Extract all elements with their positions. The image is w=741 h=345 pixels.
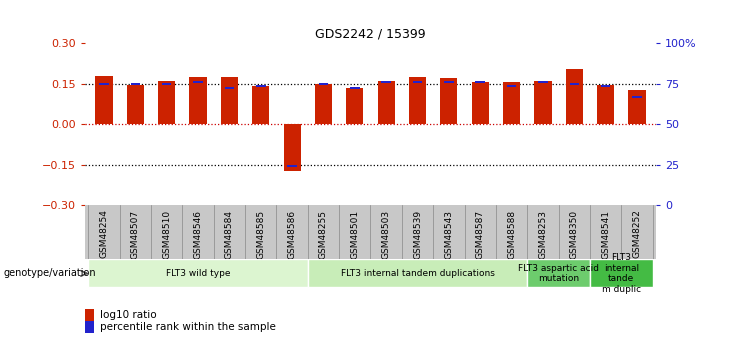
Bar xyxy=(413,81,422,83)
Bar xyxy=(130,83,140,85)
Bar xyxy=(476,81,485,83)
Text: GSM48255: GSM48255 xyxy=(319,209,328,258)
Text: GSM48588: GSM48588 xyxy=(507,209,516,259)
Text: GSM48546: GSM48546 xyxy=(193,209,202,258)
Text: GSM48585: GSM48585 xyxy=(256,209,265,259)
Bar xyxy=(190,77,207,124)
Text: GSM48543: GSM48543 xyxy=(445,209,453,258)
Bar xyxy=(350,87,359,89)
Text: GSM48587: GSM48587 xyxy=(476,209,485,259)
Bar xyxy=(162,83,171,85)
Bar xyxy=(284,124,301,171)
Bar xyxy=(225,87,234,89)
Text: GSM48507: GSM48507 xyxy=(131,209,140,259)
Bar xyxy=(308,259,528,287)
Text: GSM48584: GSM48584 xyxy=(225,209,234,258)
Text: FLT3 aspartic acid
mutation: FLT3 aspartic acid mutation xyxy=(518,264,599,283)
Bar xyxy=(127,85,144,124)
Bar xyxy=(409,77,426,124)
Bar xyxy=(288,165,297,167)
Bar xyxy=(382,81,391,83)
Text: GSM48252: GSM48252 xyxy=(633,209,642,258)
Bar xyxy=(315,83,332,124)
Bar xyxy=(570,83,579,85)
Bar xyxy=(346,88,363,124)
Bar xyxy=(88,259,308,287)
Text: GSM48541: GSM48541 xyxy=(601,209,610,258)
Bar xyxy=(221,77,238,124)
Bar xyxy=(503,82,520,124)
Bar xyxy=(628,90,645,124)
Text: GSM48586: GSM48586 xyxy=(288,209,296,259)
Text: percentile rank within the sample: percentile rank within the sample xyxy=(100,322,276,332)
Bar xyxy=(597,85,614,124)
Bar xyxy=(99,83,109,85)
Bar xyxy=(601,86,611,87)
Text: GSM48350: GSM48350 xyxy=(570,209,579,259)
Bar xyxy=(590,259,653,287)
Bar xyxy=(193,81,203,83)
Text: GSM48501: GSM48501 xyxy=(350,209,359,259)
Text: GSM48503: GSM48503 xyxy=(382,209,391,259)
Text: genotype/variation: genotype/variation xyxy=(4,268,96,278)
Bar xyxy=(444,81,453,83)
Bar xyxy=(440,78,457,124)
Title: GDS2242 / 15399: GDS2242 / 15399 xyxy=(315,28,426,41)
Bar xyxy=(565,69,583,124)
Text: GSM48253: GSM48253 xyxy=(539,209,548,258)
Text: FLT3 wild type: FLT3 wild type xyxy=(166,269,230,278)
Bar xyxy=(507,86,516,87)
Bar xyxy=(256,86,265,87)
Bar xyxy=(319,83,328,85)
Bar xyxy=(528,259,590,287)
Text: GSM48510: GSM48510 xyxy=(162,209,171,259)
Bar xyxy=(471,82,489,124)
Text: GSM48539: GSM48539 xyxy=(413,209,422,259)
Text: GSM48254: GSM48254 xyxy=(99,209,108,258)
Bar xyxy=(96,76,113,124)
Bar xyxy=(534,81,551,124)
Text: log10 ratio: log10 ratio xyxy=(100,310,156,320)
Bar xyxy=(158,81,176,124)
Bar xyxy=(538,81,548,83)
Text: FLT3
internal
tande
m duplic: FLT3 internal tande m duplic xyxy=(602,253,641,294)
Bar xyxy=(632,96,642,98)
Bar xyxy=(378,81,395,124)
Bar xyxy=(252,86,270,124)
Text: FLT3 internal tandem duplications: FLT3 internal tandem duplications xyxy=(341,269,494,278)
